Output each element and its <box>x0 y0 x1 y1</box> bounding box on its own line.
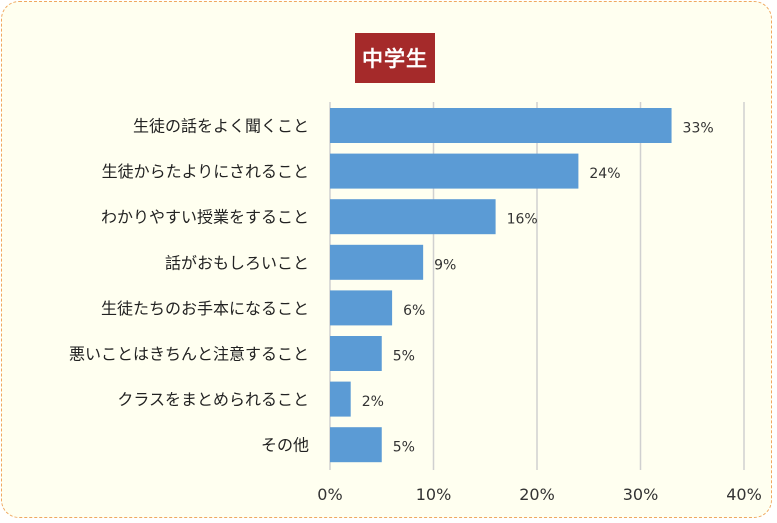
category-label: クラスをまとめられること <box>117 390 309 409</box>
bar <box>330 427 382 463</box>
category-label: 生徒の話をよく聞くこと <box>133 117 309 136</box>
chart-title: 中学生 <box>355 33 435 83</box>
value-label: 16% <box>507 212 538 228</box>
x-tick-label: 40% <box>726 485 762 504</box>
x-tick-labels: 0% 10% 20% 30% 40% <box>317 485 761 504</box>
x-tick-label: 10% <box>416 485 452 504</box>
bars <box>330 108 672 463</box>
value-label: 33% <box>683 121 714 137</box>
category-labels: 生徒の話をよく聞くこと生徒からたよりにされることわかりやすい授業をすること話がお… <box>69 117 309 455</box>
category-label: 悪いことはきちんと注意すること <box>69 345 309 364</box>
bar <box>330 381 351 417</box>
category-label: わかりやすい授業をすること <box>101 208 309 227</box>
value-label: 24% <box>589 166 620 182</box>
bar <box>330 108 672 143</box>
value-label: 2% <box>362 394 384 410</box>
category-label: 生徒からたよりにされること <box>102 162 309 181</box>
category-label: その他 <box>261 436 309 455</box>
x-tick-label: 0% <box>317 485 342 504</box>
x-tick-label: 30% <box>623 485 659 504</box>
category-label: 話がおもしろいこと <box>165 253 309 272</box>
bar <box>330 153 579 189</box>
bar <box>330 199 496 235</box>
bar <box>330 336 382 371</box>
value-label: 6% <box>403 303 425 319</box>
x-tick-label: 20% <box>519 485 555 504</box>
value-label: 5% <box>393 349 415 365</box>
category-label: 生徒たちのお手本になること <box>101 299 309 318</box>
value-labels: 33% 24% 16% 9% 6% 5% 2% 5% <box>362 121 714 456</box>
bar <box>330 244 424 280</box>
value-label: 9% <box>434 257 456 273</box>
bar <box>330 290 393 326</box>
value-label: 5% <box>393 440 415 456</box>
